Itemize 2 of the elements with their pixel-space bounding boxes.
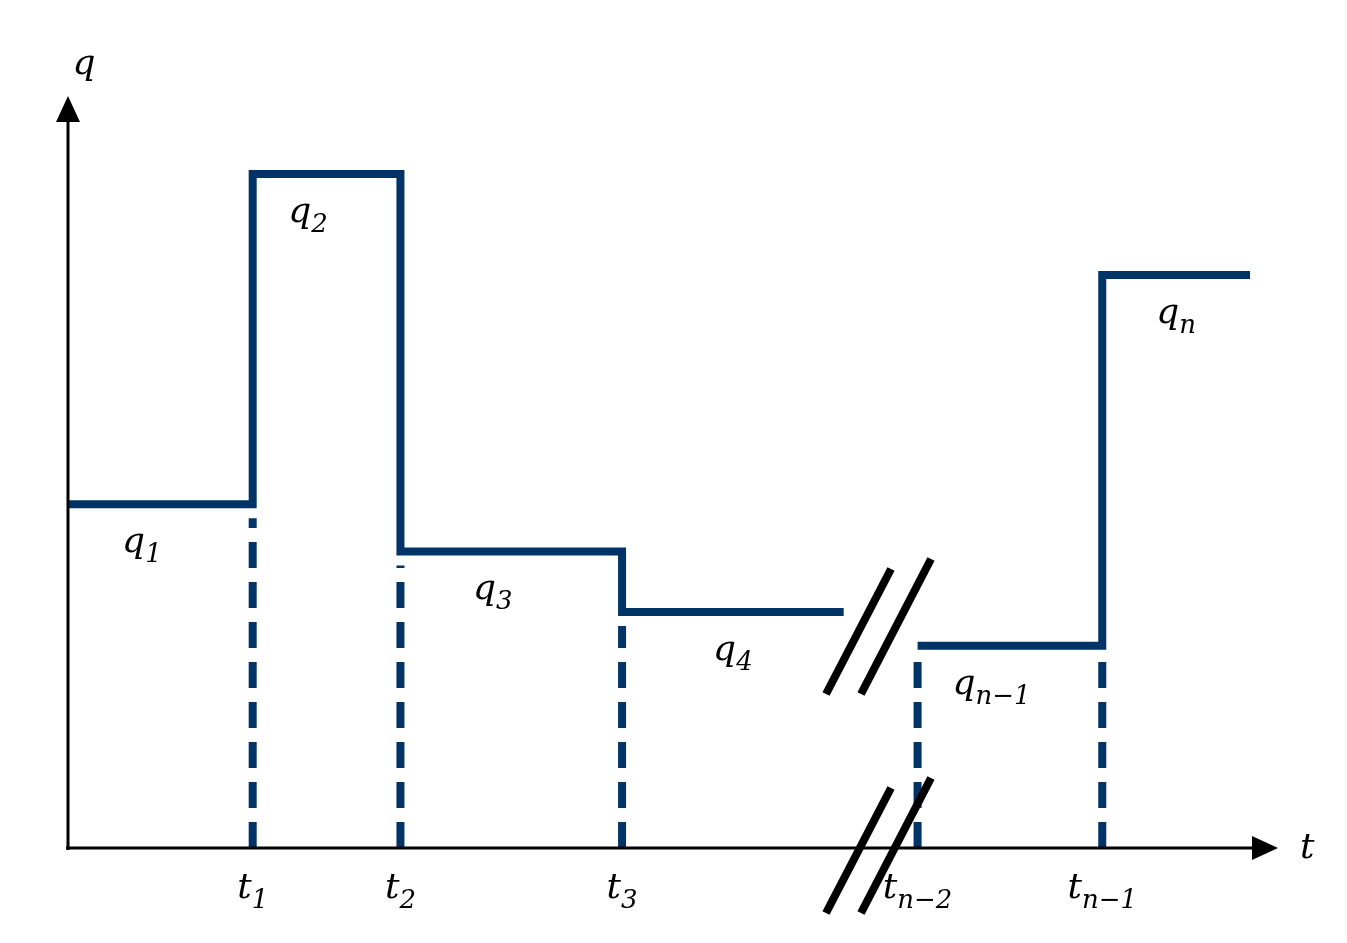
x-axis-title: t [1300, 825, 1315, 866]
y-axis-title: q [72, 41, 96, 82]
